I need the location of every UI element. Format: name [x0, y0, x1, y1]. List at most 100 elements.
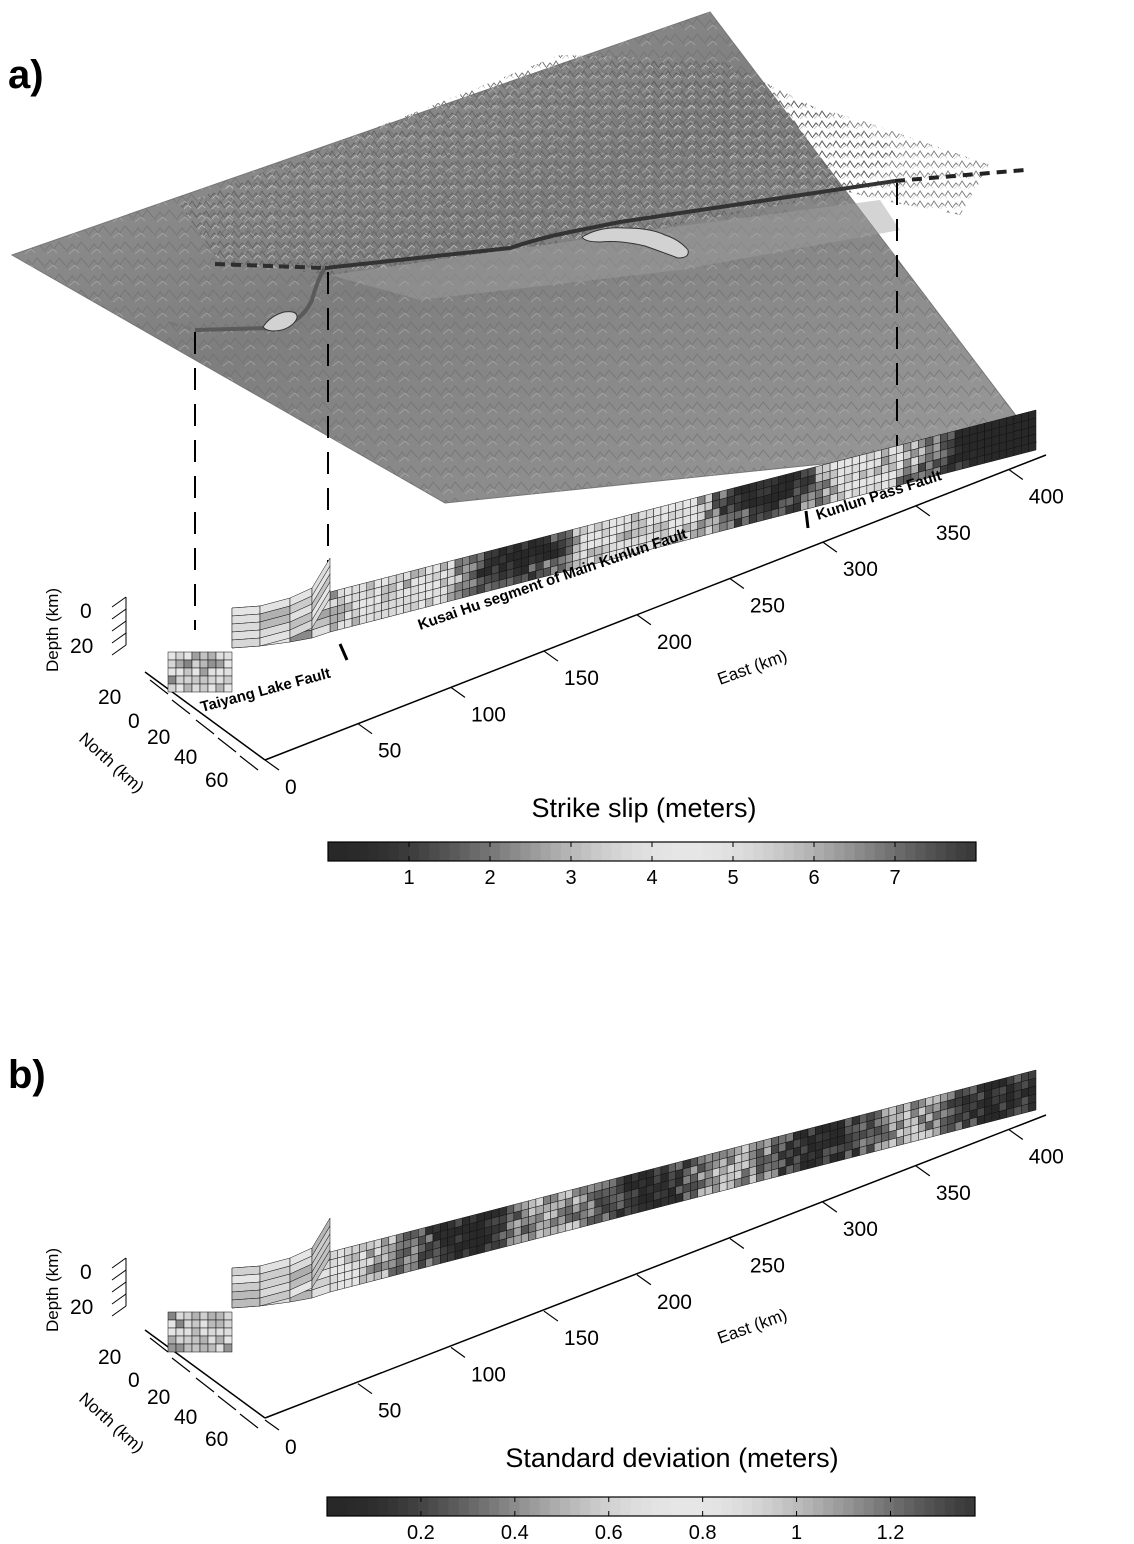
fault-patch — [447, 1251, 456, 1262]
colorbar-swatch — [468, 1497, 480, 1516]
fault-patch — [601, 1211, 610, 1223]
colorbar-swatch — [823, 1497, 834, 1516]
colorbar-swatch — [853, 1497, 865, 1516]
fault-trace-east-dashed — [894, 168, 1026, 183]
fault-patch — [1006, 1107, 1015, 1118]
colorbar-tick-label: 0.4 — [501, 1522, 529, 1544]
colorbar-swatch — [438, 1497, 449, 1516]
colorbar-swatch — [348, 842, 359, 861]
fault-patch — [1028, 441, 1037, 453]
colorbar-swatch — [469, 842, 481, 861]
colorbar-swatch — [610, 1497, 622, 1516]
fault-patch — [800, 500, 809, 511]
fault-patch — [215, 1327, 225, 1337]
fault-patch — [395, 604, 404, 616]
fault-patch — [175, 1327, 185, 1337]
fault-patch — [1006, 447, 1015, 458]
fault-patch — [199, 1327, 209, 1337]
colorbar-tick-label: 0.6 — [595, 1522, 623, 1544]
north-tick-20a: 20 — [98, 686, 121, 709]
colorbar-swatch — [549, 1497, 561, 1516]
fault-patch — [329, 621, 338, 633]
fault-patch — [215, 683, 225, 693]
fault-patch — [231, 637, 261, 649]
fault-patch — [756, 1171, 765, 1183]
fault-patch — [469, 1245, 478, 1257]
colorbar-swatch — [377, 1497, 389, 1516]
colorbar-swatch — [803, 842, 815, 861]
fault-patch — [183, 675, 193, 685]
colorbar-swatch — [753, 842, 764, 861]
north-tick-60: 60 — [205, 769, 228, 792]
colorbar-swatch — [762, 1497, 773, 1516]
colorbar-swatch — [934, 1497, 946, 1516]
depth-axis-label-b: Depth (km) — [43, 1248, 62, 1332]
fault-patch — [388, 1266, 397, 1278]
fault-patch — [756, 511, 765, 523]
fault-patch — [785, 1164, 794, 1175]
colorbar-swatch — [671, 1497, 682, 1516]
fault-patch — [675, 1192, 684, 1204]
segment-boundary-marks — [338, 510, 810, 661]
north-tick-20a-b: 20 — [98, 1346, 121, 1369]
fault-patch — [513, 1234, 522, 1245]
fault-patch — [223, 651, 233, 661]
colorbar-swatch — [428, 1497, 439, 1516]
fault-patch — [167, 1335, 177, 1345]
fault-patch — [425, 1257, 434, 1268]
colorbar-swatch — [743, 842, 754, 861]
fault-patch — [191, 1327, 201, 1337]
colorbar-swatch — [965, 842, 977, 861]
fault-patch — [719, 521, 728, 532]
fault-patch — [175, 659, 185, 669]
colorbar-swatch — [358, 842, 369, 861]
fault-patch — [175, 667, 185, 677]
colorbar-swatch — [601, 842, 612, 861]
fault-patch — [697, 1186, 706, 1198]
colorbar-swatch — [955, 842, 967, 861]
fault-patch — [763, 509, 772, 521]
fault-patch — [594, 1213, 603, 1225]
fault-patch — [888, 1137, 897, 1149]
east-axis-b: 0 50 100 150 200 250 300 350 400 — [264, 1129, 1064, 1459]
fault-patch — [1013, 1105, 1022, 1117]
colorbar-swatch — [621, 842, 633, 861]
lakes — [262, 227, 689, 332]
fault-patch — [918, 1130, 926, 1141]
fault-patch — [535, 1228, 544, 1240]
fault-patch — [969, 1116, 978, 1128]
fault-patch — [207, 667, 217, 677]
colorbar-swatch — [600, 1497, 611, 1516]
colorbar-swatch — [722, 842, 734, 861]
fault-patch — [175, 1343, 185, 1353]
east-tick-label: 0 — [285, 776, 297, 799]
east-tick-label: 50 — [378, 740, 401, 763]
taiyang-lake — [262, 311, 298, 332]
colorbar-tick-label: 5 — [727, 867, 738, 889]
east-tick-mark — [915, 1165, 931, 1177]
fault-patch — [215, 1319, 225, 1329]
fault-patch — [373, 610, 382, 621]
colorbar-swatch — [691, 1497, 703, 1516]
fault-patch — [859, 1145, 868, 1156]
fault-patch — [734, 1177, 743, 1189]
fault-patch — [167, 659, 177, 669]
fault-patch — [366, 1272, 375, 1283]
colorbar-swatch — [783, 842, 795, 861]
east-tick-mark — [636, 614, 652, 626]
depth-axis-b: 0 20 Depth (km) — [43, 1248, 127, 1332]
fault-patch — [223, 675, 233, 685]
colorbar-swatch — [813, 1497, 824, 1516]
colorbar-swatch — [814, 842, 825, 861]
east-tick-mark — [450, 686, 466, 698]
colorbar-swatch — [397, 1497, 409, 1516]
fault-patch — [932, 1126, 941, 1137]
fault-patch — [183, 683, 193, 693]
fault-patch — [366, 612, 375, 623]
colorbar-b-title: Standard deviation (meters) — [505, 1443, 838, 1473]
fault-patch — [763, 1169, 772, 1181]
colorbar-swatch — [530, 842, 542, 861]
fault-patch — [337, 619, 345, 631]
colorbar-swatch — [873, 1497, 885, 1516]
colorbar-swatch — [539, 1497, 551, 1516]
